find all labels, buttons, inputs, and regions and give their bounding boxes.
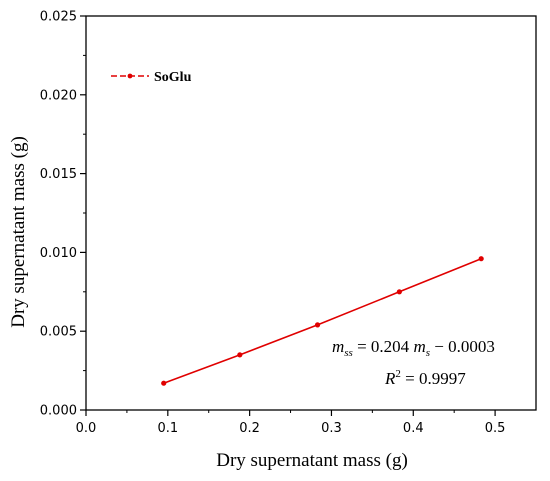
data-point [237,352,243,358]
y-tick-label: 0.015 [40,167,77,182]
x-tick-label: 0.1 [157,421,178,436]
legend: SoGlu [111,70,192,85]
y-axis-ticks: 0.000 0.005 0.010 0.015 0.020 0.025 [40,10,86,419]
r-squared: R2 = 0.9997 [384,368,466,388]
x-tick-label: 0.0 [76,421,97,436]
legend-label: SoGlu [154,70,192,85]
y-tick-label: 0.020 [40,88,77,103]
x-tick-label: 0.2 [239,421,260,436]
x-axis-ticks: 0.0 0.1 0.2 0.3 0.4 0.5 [76,410,506,436]
legend-marker [127,73,133,79]
series-layer [161,256,484,386]
fit-equation: mss = 0.204 ms − 0.0003 [332,337,495,359]
x-axis-label: Dry supernatant mass (g) [216,450,408,471]
y-tick-label: 0.000 [40,404,77,419]
x-tick-label: 0.3 [321,421,342,436]
x-tick-label: 0.4 [403,421,424,436]
y-axis-label: Dry supernatant mass (g) [8,136,29,328]
data-point [396,289,402,295]
y-tick-label: 0.025 [40,10,77,25]
series-line [163,257,482,384]
y-tick-label: 0.010 [40,246,77,261]
data-point [161,380,167,386]
data-point [314,322,321,328]
data-point [478,256,484,262]
y-tick-label: 0.005 [40,325,77,340]
x-tick-label: 0.5 [485,421,506,436]
